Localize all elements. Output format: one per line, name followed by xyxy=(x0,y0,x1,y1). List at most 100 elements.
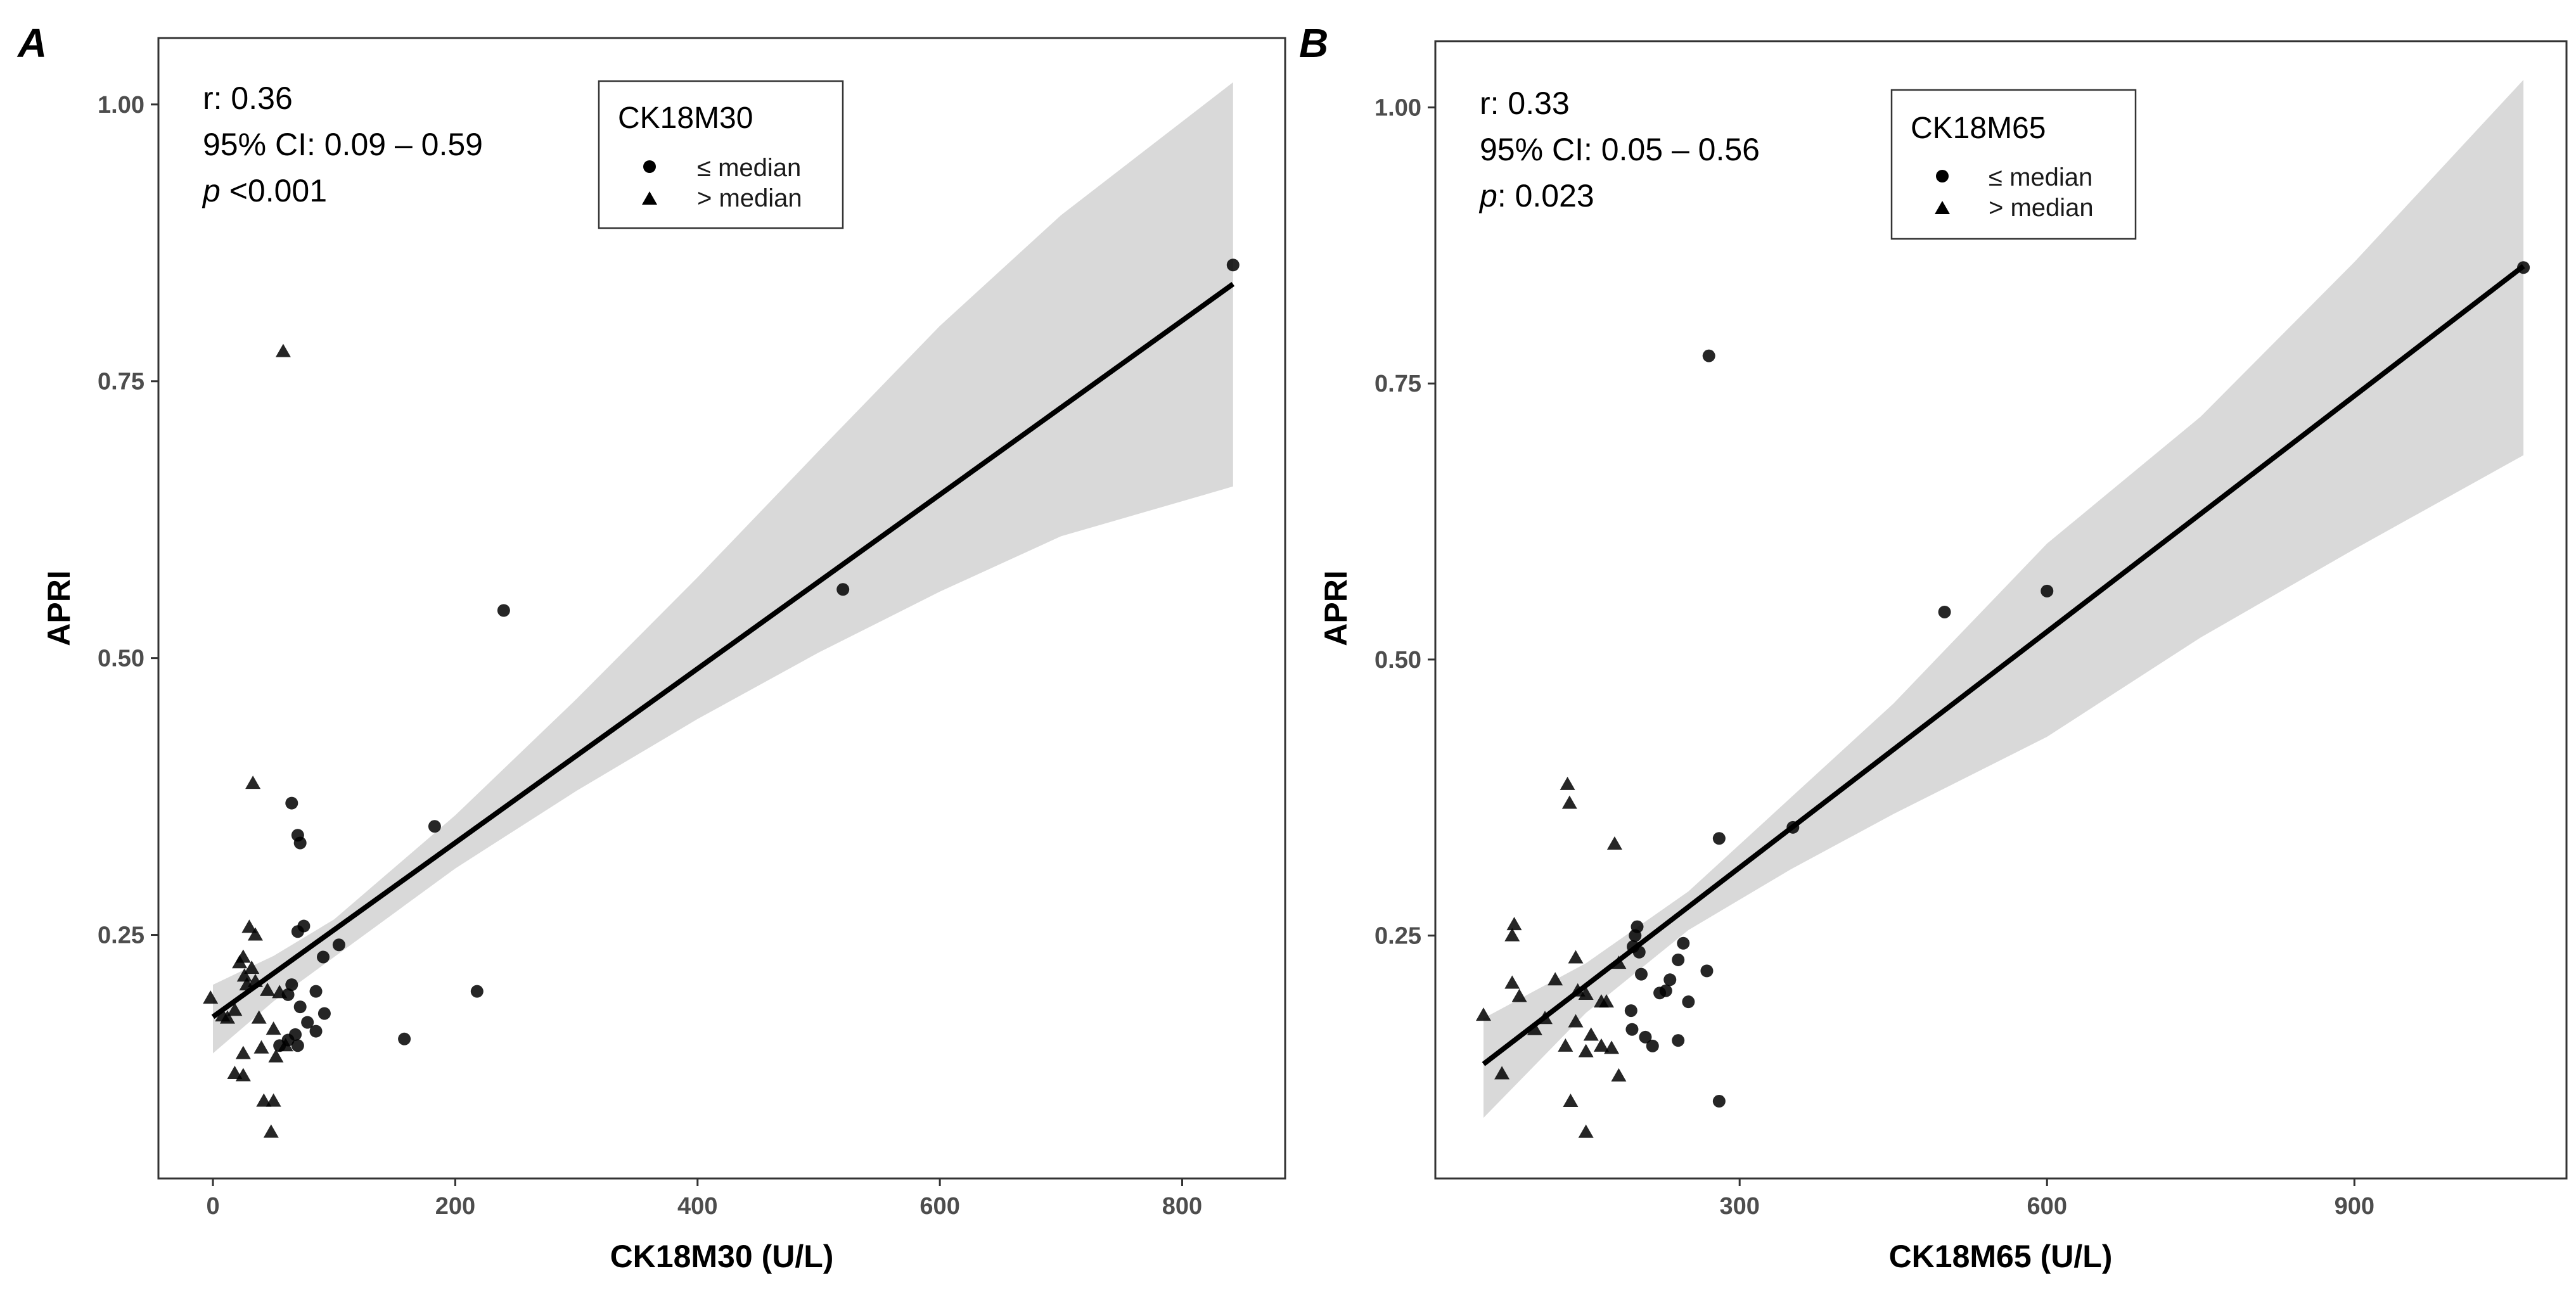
data-point-le-median xyxy=(1624,1004,1637,1018)
plot-border-a xyxy=(157,37,1286,1180)
data-point-gt-median xyxy=(1537,1011,1553,1025)
data-point-gt-median xyxy=(268,1049,284,1063)
data-point-gt-median xyxy=(1527,1021,1542,1035)
y-tick-label: 0.75 xyxy=(1375,371,1421,397)
data-point-le-median xyxy=(1629,929,1642,942)
legend-box-b xyxy=(1890,89,2137,240)
data-point-gt-median xyxy=(244,960,260,974)
y-tick-label: 1.00 xyxy=(1375,95,1421,122)
y-tick-label: 1.00 xyxy=(98,92,144,118)
data-point-le-median xyxy=(1226,259,1240,272)
legend-a: CK18M30 ≤ median > median xyxy=(598,80,844,229)
data-points-b xyxy=(1475,261,2530,1138)
data-point-gt-median xyxy=(1593,1038,1609,1052)
legend-label-le-median-b: ≤ median xyxy=(1989,163,2092,191)
data-point-gt-median xyxy=(1568,950,1584,964)
data-point-le-median xyxy=(1632,945,1646,959)
data-point-gt-median xyxy=(1561,795,1577,809)
y-tick-label: 0.25 xyxy=(98,923,144,949)
data-point-gt-median xyxy=(227,1065,243,1079)
data-point-le-median xyxy=(301,1016,314,1029)
data-point-gt-median xyxy=(278,1038,293,1052)
data-point-le-median xyxy=(317,950,330,964)
data-point-gt-median xyxy=(1578,1044,1594,1057)
data-point-le-median xyxy=(285,796,298,810)
x-tick-label: 600 xyxy=(2027,1193,2067,1220)
legend-triangle-icon-a xyxy=(642,191,657,205)
plot-border-b xyxy=(1434,40,2568,1180)
data-point-le-median xyxy=(1672,1034,1685,1047)
data-point-gt-median xyxy=(227,1002,243,1016)
panel-letter-a: A xyxy=(16,20,47,66)
data-point-gt-median xyxy=(1578,1124,1594,1138)
confidence-band-shape xyxy=(1483,80,2524,1118)
data-point-gt-median xyxy=(275,343,291,357)
legend-label-gt-median-a: > median xyxy=(697,184,802,212)
data-point-gt-median xyxy=(266,1021,281,1035)
regression-line-b xyxy=(1482,264,2525,1066)
data-point-gt-median xyxy=(236,968,252,982)
legend-circle-icon-a xyxy=(643,160,656,173)
p-value-b: p: 0.023 xyxy=(1478,178,1594,214)
data-points-a xyxy=(203,259,1240,1138)
x-axis-title-b: CK18M65 (U/L) xyxy=(1889,1239,2113,1274)
data-point-gt-median xyxy=(1563,1094,1579,1108)
data-point-le-median xyxy=(1653,987,1667,1000)
y-axis-ticks-a: 0.25 0.50 0.75 1.00 xyxy=(98,92,158,949)
data-point-le-median xyxy=(836,583,850,596)
data-point-le-median xyxy=(309,1025,323,1038)
data-point-gt-median xyxy=(272,985,288,999)
data-point-gt-median xyxy=(245,776,261,789)
data-point-gt-median xyxy=(232,955,248,969)
x-tick-label: 300 xyxy=(1720,1193,1760,1220)
data-point-le-median xyxy=(317,1007,331,1020)
data-point-le-median xyxy=(1712,1095,1726,1108)
x-tick-label: 400 xyxy=(677,1193,717,1220)
legend-title-a: CK18M30 xyxy=(618,101,753,135)
data-point-gt-median xyxy=(1583,1027,1599,1041)
data-point-le-median xyxy=(1677,936,1690,950)
y-tick-label: 0.75 xyxy=(98,369,144,395)
data-point-gt-median xyxy=(1511,988,1527,1002)
data-point-le-median xyxy=(1700,964,1714,978)
data-point-gt-median xyxy=(203,990,219,1004)
data-point-gt-median xyxy=(1506,917,1522,931)
data-point-gt-median xyxy=(1475,1007,1491,1021)
data-point-gt-median xyxy=(235,1045,251,1059)
x-tick-label: 900 xyxy=(2335,1193,2374,1220)
data-point-le-median xyxy=(1702,349,1715,362)
legend-triangle-icon-b xyxy=(1935,201,1950,214)
data-point-le-median xyxy=(1682,995,1695,1009)
regression-line xyxy=(211,282,1235,1019)
p-value-a: p <0.001 xyxy=(202,173,327,208)
data-point-le-median xyxy=(1646,1039,1659,1052)
data-point-gt-median xyxy=(1558,1038,1573,1052)
data-point-gt-median xyxy=(235,1068,251,1082)
data-point-gt-median xyxy=(1494,1066,1510,1080)
data-point-gt-median xyxy=(1578,986,1594,1000)
y-tick-label: 0.50 xyxy=(98,646,144,672)
x-axis-title-a: CK18M30 (U/L) xyxy=(610,1239,834,1274)
x-tick-label: 200 xyxy=(435,1193,475,1220)
data-point-le-median xyxy=(291,925,304,938)
data-point-le-median xyxy=(1672,953,1685,966)
data-point-gt-median xyxy=(1504,975,1520,989)
data-point-gt-median xyxy=(1504,928,1520,942)
y-axis-title-a: APRI xyxy=(41,570,77,646)
confidence-band-b xyxy=(1483,80,2524,1118)
data-point-gt-median xyxy=(1568,1014,1584,1028)
data-point-le-median xyxy=(332,938,345,952)
x-tick-label: 800 xyxy=(1162,1193,1202,1220)
legend-label-gt-median-b: > median xyxy=(1989,194,2094,222)
legend-box-a xyxy=(598,80,844,229)
data-point-le-median xyxy=(1712,832,1726,845)
y-axis-ticks-b: 0.25 0.50 0.75 1.00 xyxy=(1375,95,1435,950)
data-point-le-median xyxy=(293,1000,307,1014)
stats-annotation-b: r: 0.33 95% CI: 0.05 – 0.56 p: 0.023 xyxy=(1478,86,1760,214)
legend-circle-icon-b xyxy=(1936,170,1949,182)
data-point-gt-median xyxy=(260,982,276,996)
data-point-gt-median xyxy=(256,1093,272,1107)
data-point-le-median xyxy=(1938,605,1951,618)
x-tick-label: 0 xyxy=(206,1193,219,1220)
